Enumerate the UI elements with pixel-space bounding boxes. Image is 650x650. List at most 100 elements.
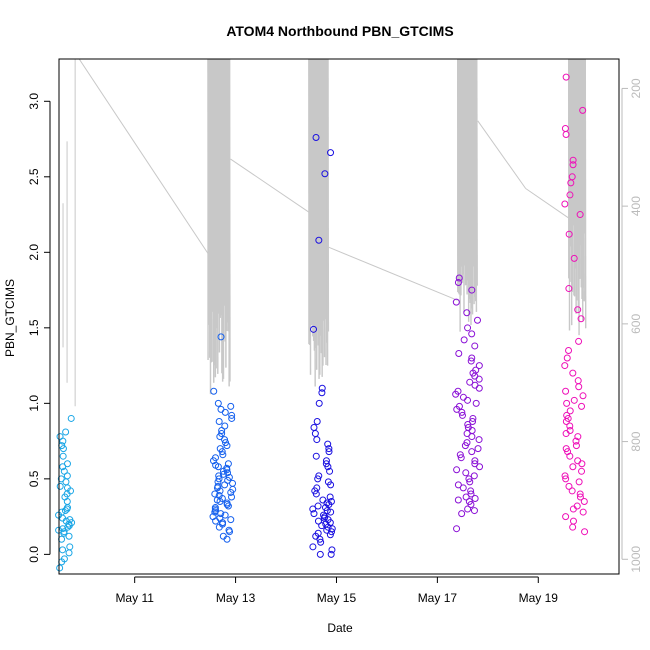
- data-point: [569, 523, 577, 531]
- x-tick-label: May 11: [115, 591, 154, 605]
- data-point: [211, 504, 219, 512]
- data-point: [566, 422, 574, 430]
- data-point: [218, 430, 226, 438]
- axes: 0.0 0.5 1.0 1.5 2.0 2.5 3.0 May 11 May 13 May 15 M…: [27, 78, 643, 605]
- data-point: [568, 173, 576, 181]
- data-point: [65, 549, 73, 557]
- data-point: [465, 498, 473, 506]
- y2-tick-label: 800: [629, 431, 643, 451]
- data-point: [223, 464, 231, 472]
- data-point: [471, 457, 479, 465]
- data-point: [459, 411, 467, 419]
- data-point: [318, 522, 326, 530]
- data-point: [215, 475, 223, 483]
- data-point: [320, 511, 328, 519]
- data-point: [465, 475, 473, 483]
- data-point: [470, 507, 478, 515]
- data-point: [455, 350, 463, 358]
- data-point: [578, 460, 586, 468]
- data-point: [317, 538, 325, 546]
- data-point: [221, 422, 229, 430]
- data-point: [464, 324, 472, 332]
- data-point: [311, 430, 319, 438]
- data-point: [219, 470, 227, 478]
- data-point: [59, 546, 67, 554]
- data-point: [327, 149, 335, 157]
- data-point: [326, 531, 334, 539]
- data-point: [326, 467, 334, 475]
- data-point: [455, 274, 463, 282]
- data-point: [579, 392, 587, 400]
- data-point: [464, 420, 472, 428]
- data-point: [328, 528, 336, 536]
- data-point: [561, 362, 569, 370]
- data-point: [466, 478, 474, 486]
- y2-tick-label: 600: [629, 314, 643, 334]
- data-point: [458, 510, 466, 518]
- data-point: [60, 555, 68, 563]
- data-point: [326, 493, 334, 501]
- data-point: [63, 460, 71, 468]
- data-point: [313, 436, 321, 444]
- data-point: [214, 482, 222, 490]
- data-point: [458, 408, 466, 416]
- data-point: [224, 469, 232, 477]
- y-tick-label: 3.0: [27, 93, 41, 110]
- data-point: [454, 387, 462, 395]
- data-point: [315, 399, 323, 407]
- data-point: [314, 517, 322, 525]
- data-point: [310, 510, 318, 518]
- data-point: [576, 211, 584, 219]
- data-point: [56, 482, 64, 490]
- data-point: [471, 342, 479, 350]
- y2-tick-label: 1000: [629, 546, 643, 573]
- data-point: [562, 73, 570, 81]
- data-point: [225, 526, 233, 534]
- data-point: [453, 525, 461, 533]
- data-point: [315, 472, 323, 480]
- data-point: [569, 369, 577, 377]
- data-point: [579, 106, 587, 114]
- data-point: [563, 411, 571, 419]
- data-point: [466, 378, 474, 386]
- data-point: [467, 490, 475, 498]
- data-point: [65, 532, 73, 540]
- altitude-line: [78, 59, 209, 254]
- data-point: [212, 517, 220, 525]
- data-point: [222, 439, 230, 447]
- data-point: [211, 490, 219, 498]
- data-point: [575, 383, 583, 391]
- data-point: [563, 399, 571, 407]
- data-point: [219, 532, 227, 540]
- data-point: [62, 428, 70, 436]
- data-point: [562, 513, 570, 521]
- data-point: [471, 460, 479, 468]
- data-point: [56, 433, 64, 441]
- x-tick-label: May 19: [519, 591, 559, 605]
- data-point: [312, 452, 320, 460]
- data-point: [314, 475, 322, 483]
- data-point: [325, 445, 333, 453]
- data-point: [566, 407, 574, 415]
- data-point: [576, 490, 584, 498]
- data-point: [561, 472, 569, 480]
- altitude-line: [525, 188, 569, 219]
- data-point: [569, 156, 577, 164]
- y-tick-label: 0.5: [27, 470, 41, 487]
- data-point: [467, 357, 475, 365]
- y-tick-label: 2.0: [27, 244, 41, 261]
- data-point: [454, 279, 462, 287]
- data-point: [566, 427, 574, 435]
- data-point: [562, 445, 570, 453]
- data-point: [471, 381, 479, 389]
- data-point: [67, 414, 75, 422]
- data-point: [579, 508, 587, 516]
- altitude-line: [328, 246, 458, 301]
- data-point: [309, 505, 317, 513]
- data-point: [327, 550, 335, 558]
- data-point: [572, 437, 580, 445]
- data-point: [216, 514, 224, 522]
- data-point: [565, 285, 573, 293]
- data-point: [227, 516, 235, 524]
- data-point: [580, 498, 588, 506]
